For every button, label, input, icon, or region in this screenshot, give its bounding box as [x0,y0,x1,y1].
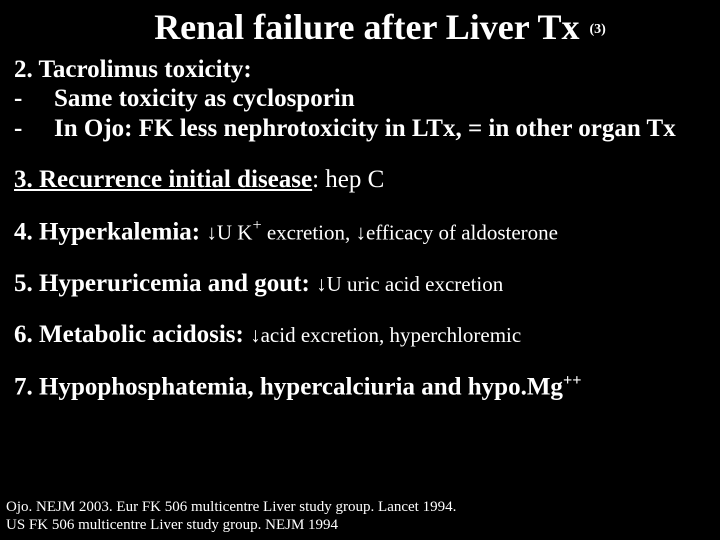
section-4-heading: 4. Hyperkalemia: [14,219,206,246]
down-arrow-icon: ↓ [206,221,217,245]
section-7-heading: 7. Hypophosphatemia, hypercalciuria and … [14,374,563,401]
bullet-row: - Same toxicity as cyclosporin [14,84,706,114]
section-4: 4. Hyperkalemia: ↓U K+ excretion, ↓effic… [14,215,706,248]
down-arrow-icon: ↓ [250,323,261,347]
section-4-text: excretion, [262,221,356,245]
down-arrow-icon: ↓ [316,272,327,296]
section-6: 6. Metabolic acidosis: ↓acid excretion, … [14,319,706,350]
superscript-plus: + [252,216,261,234]
section-5-heading: 5. Hyperuricemia and gout: [14,270,316,297]
section-2: 2. Tacrolimus toxicity: - Same toxicity … [14,56,706,144]
section-3-rest: : hep C [312,166,384,193]
slide: Renal failure after Liver Tx (3) 2. Tacr… [0,0,720,540]
section-2-heading: 2. Tacrolimus toxicity: [14,56,706,84]
slide-title: Renal failure after Liver Tx [154,7,579,47]
section-4-text: efficacy of aldosterone [366,221,558,245]
reference-line: Ojo. NEJM 2003. Eur FK 506 multicentre L… [6,498,456,516]
down-arrow-icon: ↓ [355,221,366,245]
bullet-text: In Ojo: FK less nephrotoxicity in LTx, =… [54,114,706,144]
section-4-text: U K [217,221,253,245]
section-7: 7. Hypophosphatemia, hypercalciuria and … [14,370,706,403]
bullet-text: Same toxicity as cyclosporin [54,84,706,114]
section-5: 5. Hyperuricemia and gout: ↓U uric acid … [14,268,706,299]
reference-line: US FK 506 multicentre Liver study group.… [6,516,456,534]
section-6-heading: 6. Metabolic acidosis: [14,321,250,348]
bullet-dash: - [14,84,54,114]
bullet-row: - In Ojo: FK less nephrotoxicity in LTx,… [14,114,706,144]
superscript-plusplus: ++ [563,371,582,389]
bullet-dash: - [14,114,54,144]
section-5-text: U uric acid excretion [327,272,504,296]
section-6-text: acid excretion, hyperchloremic [261,323,522,347]
section-3-heading: 3. Recurrence initial disease [14,166,312,193]
references: Ojo. NEJM 2003. Eur FK 506 multicentre L… [6,498,456,534]
slide-title-suffix: (3) [589,22,605,37]
section-3: 3. Recurrence initial disease: hep C [14,164,706,195]
title-row: Renal failure after Liver Tx (3) [14,6,706,48]
